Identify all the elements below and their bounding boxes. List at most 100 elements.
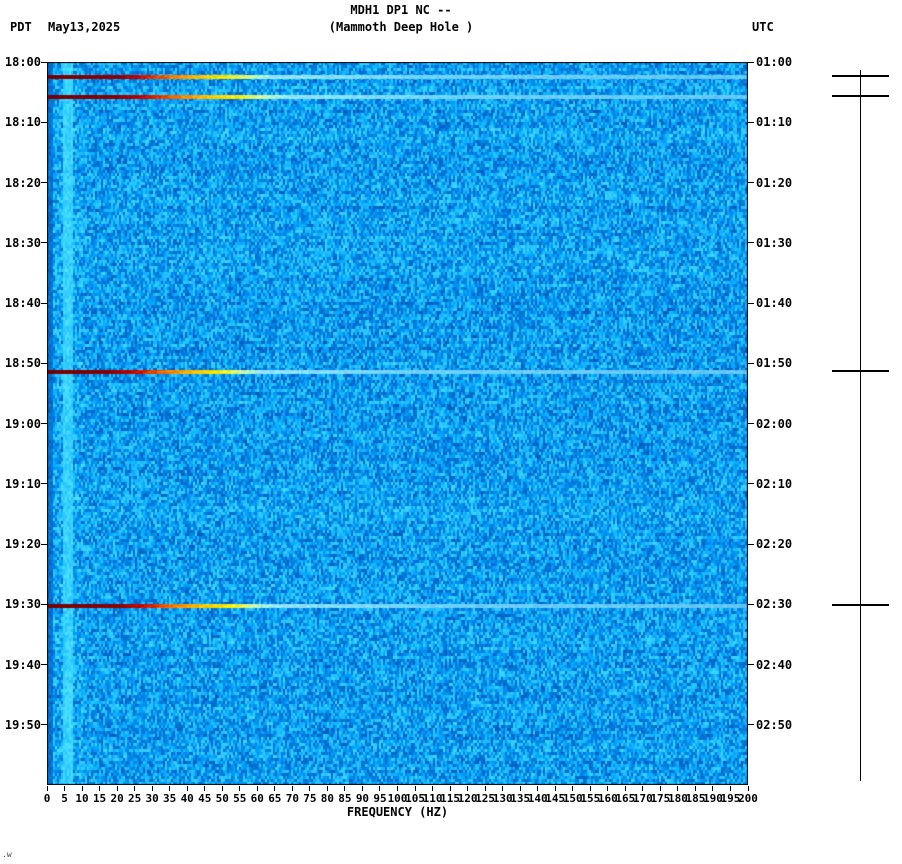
x-tick <box>134 786 136 791</box>
x-tick <box>169 786 171 791</box>
x-tick <box>256 786 258 791</box>
station-subtitle: (Mammoth Deep Hole ) <box>328 20 474 34</box>
x-tick <box>642 786 644 791</box>
x-axis-label: 170 <box>632 792 653 805</box>
x-axis-label: 185 <box>685 792 706 805</box>
event-marker-tick <box>832 74 889 77</box>
event-axis-line <box>860 70 861 781</box>
x-axis-label: 40 <box>180 792 194 805</box>
y-axis-label-right: 02:40 <box>756 657 793 672</box>
event-marker-tick <box>832 94 889 97</box>
x-axis-label: 70 <box>285 792 299 805</box>
x-axis-label: 50 <box>215 792 229 805</box>
x-tick <box>239 786 241 791</box>
x-tick <box>502 786 504 791</box>
x-axis-label: 35 <box>163 792 177 805</box>
x-axis-label: 95 <box>373 792 387 805</box>
y-axis-label-left: 18:00 <box>4 55 41 69</box>
x-axis-label: 195 <box>720 792 741 805</box>
x-axis-label: 45 <box>198 792 212 805</box>
x-tick <box>747 786 749 791</box>
x-tick <box>729 786 731 791</box>
x-axis-label: 100 <box>387 792 408 805</box>
y-tick-right <box>748 423 754 424</box>
y-axis-label-right: 01:10 <box>756 115 793 130</box>
x-tick <box>46 786 48 791</box>
y-axis-label-right: 02:20 <box>756 537 793 551</box>
x-axis-label: 115 <box>440 792 460 805</box>
x-tick <box>186 786 188 791</box>
y-axis-label-left: 19:00 <box>4 416 41 431</box>
x-tick <box>414 786 416 791</box>
timezone-left-label: PDT <box>10 20 32 34</box>
x-axis-label: 125 <box>475 792 496 805</box>
y-axis-label-left: 19:30 <box>4 597 41 612</box>
spectrogram-canvas <box>47 62 748 785</box>
corner-mark: .w <box>2 850 12 859</box>
x-tick <box>151 786 153 791</box>
y-tick-right <box>748 664 754 665</box>
x-tick <box>694 786 696 791</box>
y-tick-right <box>748 724 754 726</box>
x-axis-label: 175 <box>650 792 671 805</box>
x-tick <box>712 786 714 791</box>
y-axis-label-right: 01:30 <box>756 235 793 250</box>
y-axis-label-left: 19:10 <box>4 476 41 491</box>
x-axis-label: 65 <box>268 792 282 805</box>
y-axis-label-left: 19:50 <box>4 717 41 732</box>
x-axis-label: 75 <box>303 792 317 805</box>
y-axis-label-right: 01:20 <box>756 175 793 190</box>
x-axis-label: 85 <box>338 792 352 805</box>
y-axis-label-right: 01:40 <box>756 296 793 310</box>
x-axis-label: 20 <box>110 792 124 805</box>
x-axis-label: 25 <box>128 792 142 805</box>
y-tick-right <box>748 121 754 123</box>
y-axis-label-left: 18:40 <box>4 296 41 310</box>
y-tick-right <box>748 302 754 304</box>
y-axis-label-left: 18:10 <box>4 115 41 130</box>
y-tick-right <box>748 483 754 485</box>
y-axis-label-left: 18:30 <box>4 235 41 250</box>
y-tick-right <box>748 362 754 364</box>
y-axis-label-left: 18:20 <box>4 175 41 190</box>
x-axis-title: FREQUENCY (HZ) <box>346 805 449 819</box>
x-tick <box>99 786 101 791</box>
x-axis-label: 15 <box>92 792 107 805</box>
date-label: May13,2025 <box>48 20 121 34</box>
x-axis-label: 105 <box>405 792 425 805</box>
x-axis-label: 160 <box>597 792 618 805</box>
y-axis-label-right: 02:30 <box>756 597 793 612</box>
x-tick <box>554 786 556 791</box>
x-tick <box>291 786 293 791</box>
y-axis-label-right: 02:10 <box>756 476 793 491</box>
x-tick <box>607 786 609 791</box>
x-axis-label: 140 <box>527 792 548 805</box>
y-axis-label-right: 01:50 <box>756 356 793 371</box>
y-axis-label-left: 19:40 <box>4 657 41 672</box>
x-axis-label: 130 <box>492 792 513 805</box>
x-axis-label: 110 <box>422 792 443 805</box>
y-axis-label-right: 01:00 <box>756 55 793 69</box>
x-axis-label: 30 <box>145 792 159 805</box>
y-axis-label-left: 18:50 <box>4 356 41 371</box>
x-axis-label: 120 <box>457 792 478 805</box>
x-tick <box>309 786 311 791</box>
x-tick <box>432 786 434 791</box>
event-marker-tick <box>832 603 889 606</box>
x-axis-label: 5 <box>61 792 68 805</box>
x-tick <box>449 786 451 791</box>
x-axis-label: 55 <box>233 792 247 805</box>
x-tick <box>519 786 521 791</box>
x-axis-label: 10 <box>75 792 89 805</box>
x-axis-label: 150 <box>562 792 583 805</box>
x-axis-label: 80 <box>320 792 335 805</box>
y-axis-label-left: 19:20 <box>4 537 41 551</box>
x-axis-label: 0 <box>43 792 51 805</box>
y-tick-right <box>748 182 754 183</box>
y-tick-right <box>748 61 754 63</box>
x-tick <box>64 786 66 791</box>
event-marker-tick <box>832 369 889 372</box>
x-tick <box>537 786 539 791</box>
x-axis-label: 200 <box>738 792 758 805</box>
